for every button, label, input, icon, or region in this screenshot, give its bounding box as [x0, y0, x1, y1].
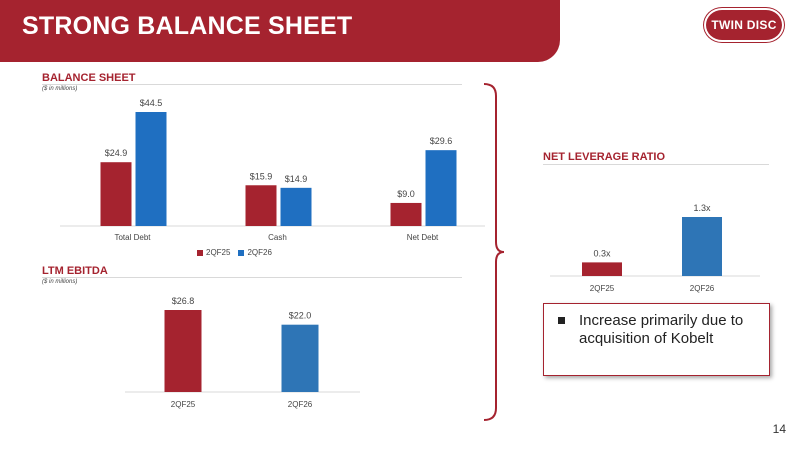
bs-data-label-net-debt-2qf26: $29.6 — [430, 136, 453, 146]
legend-swatch-2qf25 — [197, 249, 203, 256]
ebitda-category-2qf26: 2QF26 — [288, 400, 313, 409]
bs-bar-total-debt-2qf25 — [100, 162, 132, 226]
legend-item-2qf25: 2QF25 — [197, 248, 230, 257]
bs-data-label-total-debt-2qf25: $24.9 — [105, 148, 128, 158]
page-title: STRONG BALANCE SHEET — [22, 12, 353, 40]
ebitda-bar-2qf26 — [281, 324, 319, 392]
bs-data-label-total-debt-2qf26: $44.5 — [140, 98, 163, 108]
ltm-ebitda-units: ($ in millions) — [42, 279, 78, 285]
ebitda-bar-2qf25 — [164, 310, 202, 392]
bs-data-label-cash-2qf25: $15.9 — [250, 171, 273, 181]
bs-bar-cash-2qf25 — [245, 185, 277, 226]
title-bar: STRONG BALANCE SHEET — [0, 0, 560, 62]
callout-bullet: Increase primarily due to acquisition of… — [556, 312, 757, 348]
balance-sheet-units: ($ in millions) — [42, 86, 78, 92]
bs-bar-total-debt-2qf26 — [135, 112, 167, 226]
bs-category-cash: Cash — [268, 233, 287, 242]
balance-sheet-legend: 2QF25 2QF26 — [197, 248, 272, 257]
leverage-data-label-2qf26: 1.3x — [693, 203, 711, 213]
leverage-bar-2qf25 — [582, 262, 622, 276]
balance-sheet-label: BALANCE SHEET — [42, 72, 136, 84]
bs-bar-cash-2qf26 — [280, 187, 312, 226]
ltm-ebitda-label: LTM EBITDA — [42, 265, 108, 277]
bs-category-total-debt: Total Debt — [114, 233, 151, 242]
bs-category-net-debt: Net Debt — [407, 233, 439, 242]
ebitda-category-2qf25: 2QF25 — [171, 400, 196, 409]
callout-text: Increase primarily due to acquisition of… — [579, 312, 744, 347]
balance-sheet-rule — [42, 84, 462, 85]
legend-label-2qf26: 2QF26 — [247, 248, 272, 257]
bs-bar-net-debt-2qf25 — [390, 202, 422, 226]
leverage-bar-2qf26 — [682, 217, 722, 276]
callout-box: Increase primarily due to acquisition of… — [543, 303, 770, 376]
bs-bar-net-debt-2qf26 — [425, 150, 457, 226]
net-leverage-label: NET LEVERAGE RATIO — [543, 151, 666, 163]
bs-data-label-cash-2qf26: $14.9 — [285, 174, 308, 184]
right-brace — [483, 83, 505, 421]
leverage-category-2qf25: 2QF25 — [590, 284, 615, 293]
twin-disc-logo: TWIN DISC — [706, 10, 782, 40]
ebitda-data-label-2qf26: $22.0 — [289, 311, 312, 321]
leverage-category-2qf26: 2QF26 — [690, 284, 715, 293]
legend-swatch-2qf26 — [238, 249, 245, 256]
bullet-icon — [558, 317, 565, 324]
leverage-data-label-2qf25: 0.3x — [593, 248, 611, 258]
ltm-ebitda-rule — [42, 277, 462, 278]
page-number: 14 — [772, 422, 786, 436]
legend-label-2qf25: 2QF25 — [206, 248, 231, 257]
ebitda-data-label-2qf25: $26.8 — [172, 296, 195, 306]
net-leverage-rule — [543, 164, 769, 165]
bs-data-label-net-debt-2qf25: $9.0 — [397, 189, 415, 199]
legend-item-2qf26: 2QF26 — [238, 248, 272, 257]
